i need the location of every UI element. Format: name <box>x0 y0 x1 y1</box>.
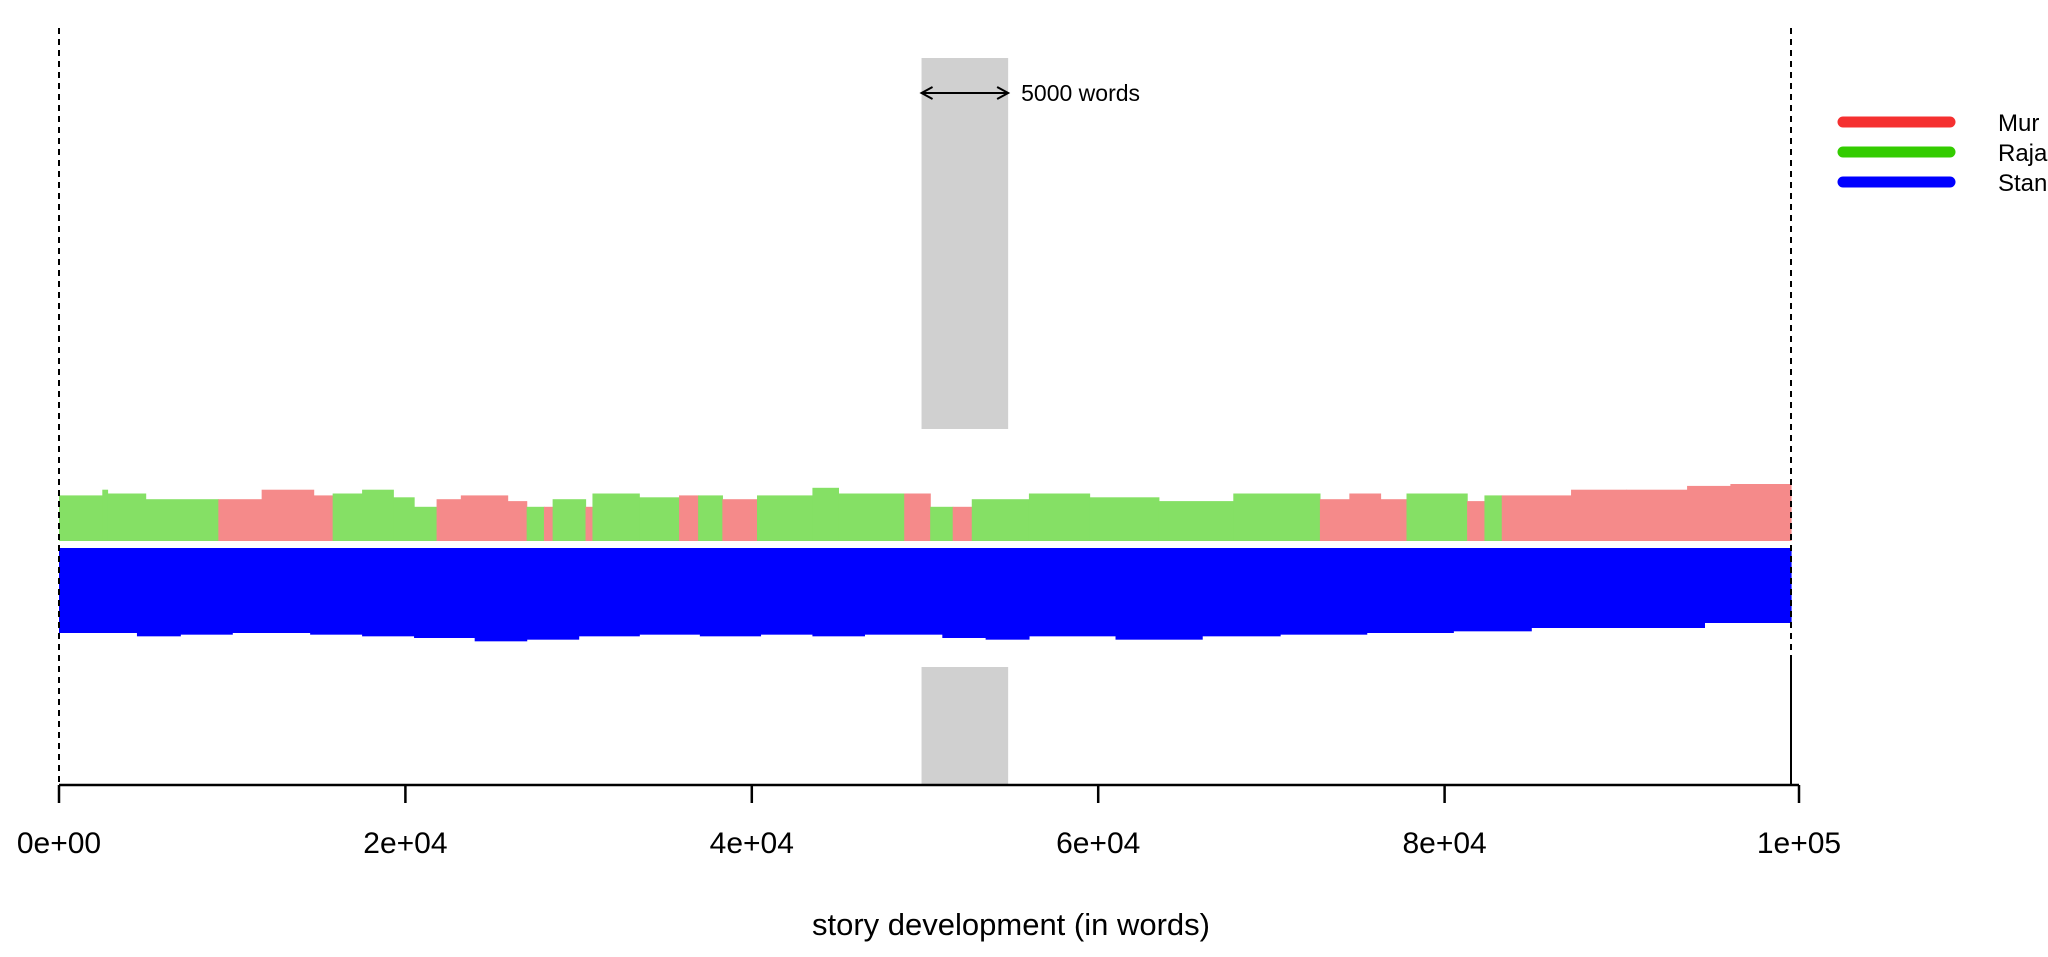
lower-band-segment-stan <box>1280 548 1368 635</box>
upper-band-segment-raja <box>1484 495 1503 541</box>
upper-band-segment-mur <box>1501 495 1572 541</box>
upper-band-segment-raja <box>592 493 640 541</box>
window-marker-upper <box>921 58 1009 429</box>
lower-band-segment-stan <box>414 548 476 638</box>
x-tick-label: 6e+04 <box>1056 827 1140 860</box>
lower-band-segment-stan <box>136 548 181 637</box>
upper-band-segment-mur <box>1571 489 1628 541</box>
lower-band-segment-stan <box>760 548 814 635</box>
upper-band-segment-mur <box>507 501 528 541</box>
upper-band-segment-raja <box>756 495 814 541</box>
arrow-head-right <box>996 86 1011 100</box>
upper-band-segment-mur <box>1467 501 1486 541</box>
upper-band-segment-mur <box>543 506 554 541</box>
lower-band <box>59 548 1792 642</box>
upper-band-segment-mur <box>1380 499 1408 541</box>
upper-band-segment-raja <box>930 506 954 541</box>
upper-band-segment-mur <box>1687 485 1731 541</box>
upper-band-segment-mur <box>1730 484 1792 541</box>
upper-band-segment-raja <box>59 495 103 541</box>
lower-band-segment-stan <box>362 548 415 637</box>
upper-band-segment-mur <box>679 495 699 541</box>
upper-band <box>59 484 1792 541</box>
x-tick-label: 4e+04 <box>710 827 794 860</box>
x-tick-label: 2e+04 <box>363 827 447 860</box>
x-axis: 0e+00 2e+04 4e+04 6e+04 8e+04 1e+05 <box>17 783 1841 860</box>
lower-band-segment-stan <box>310 548 363 635</box>
upper-band-segment-mur <box>1626 489 1688 541</box>
upper-band-segment-raja <box>332 493 363 541</box>
legend-label-stan: Stan <box>1998 170 2047 197</box>
upper-band-segment-raja <box>698 495 723 541</box>
lower-band-segment-stan <box>639 548 701 635</box>
arrow-head-left <box>919 86 934 100</box>
upper-band-segment-mur <box>261 489 315 541</box>
upper-band-segment-raja <box>145 499 219 541</box>
upper-band-segment-raja <box>812 487 839 541</box>
lower-band-segment-stan <box>1453 548 1532 632</box>
lower-band-segment-stan <box>474 548 528 642</box>
upper-band-segment-raja <box>526 506 545 541</box>
upper-band-segment-raja <box>362 489 394 541</box>
x-tick-label: 0e+00 <box>17 827 101 860</box>
lower-band-segment-stan <box>1115 548 1203 640</box>
x-axis-title: story development (in words) <box>812 907 1210 942</box>
legend-label-mur: Mur <box>1998 110 2039 137</box>
lower-band-segment-stan <box>180 548 233 635</box>
upper-band-segment-mur <box>218 499 263 541</box>
legend: Mur Raja Stan <box>1837 110 2048 197</box>
lower-band-segment-stan <box>1028 548 1117 637</box>
legend-label-raja: Raja <box>1998 140 2048 167</box>
lower-band-segment-stan <box>526 548 580 640</box>
lower-band-segment-stan <box>864 548 943 635</box>
upper-band-segment-mur <box>1319 499 1350 541</box>
upper-band-segment-raja <box>838 493 905 541</box>
lower-band-segment-stan <box>812 548 865 637</box>
upper-band-segment-raja <box>552 499 587 541</box>
lower-band-segment-stan <box>1531 548 1619 628</box>
upper-band-segment-raja <box>102 489 109 541</box>
upper-band-segment-raja <box>1028 493 1091 541</box>
upper-band-segment-raja <box>1233 493 1321 541</box>
lower-band-segment-stan <box>59 548 138 633</box>
upper-band-segment-mur <box>952 506 973 541</box>
lower-band-segment-stan <box>1704 548 1792 623</box>
upper-band-segment-mur <box>1349 493 1382 541</box>
lower-band-segment-stan <box>699 548 762 637</box>
window-marker-lower <box>921 667 1009 785</box>
upper-band-segment-raja <box>414 506 438 541</box>
lower-band-segment-stan <box>985 548 1030 640</box>
lower-band-segment-stan <box>232 548 311 633</box>
lower-band-segment-stan <box>1617 548 1705 628</box>
x-tick-label: 1e+05 <box>1757 827 1841 860</box>
x-tick-label: 8e+04 <box>1402 827 1486 860</box>
upper-band-segment-raja <box>1406 493 1468 541</box>
upper-band-segment-mur <box>313 495 334 541</box>
upper-band-segment-mur <box>585 506 594 541</box>
upper-band-segment-raja <box>971 499 1030 541</box>
lower-band-segment-stan <box>1366 548 1454 633</box>
upper-band-segment-mur <box>904 493 931 541</box>
upper-band-segment-raja <box>1158 501 1234 541</box>
lower-band-segment-stan <box>942 548 987 638</box>
window-width-label: 5000 words <box>1021 80 1140 106</box>
lower-band-segment-stan <box>1202 548 1281 637</box>
upper-band-segment-mur <box>722 499 758 541</box>
upper-band-segment-raja <box>639 497 680 541</box>
upper-band-segment-raja <box>393 497 415 541</box>
upper-band-segment-raja <box>1089 497 1160 541</box>
upper-band-segment-mur <box>460 495 509 541</box>
window-width-arrow <box>919 86 1011 100</box>
upper-band-segment-raja <box>107 493 147 541</box>
lower-band-segment-stan <box>578 548 640 637</box>
upper-band-segment-mur <box>436 499 462 541</box>
